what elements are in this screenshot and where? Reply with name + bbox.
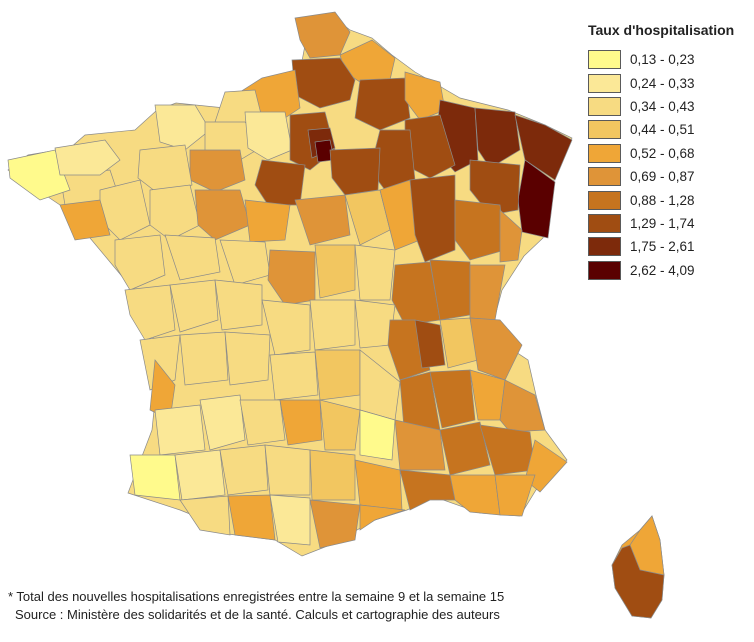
department-region xyxy=(499,379,546,433)
legend-title: Taux d'hospitalisation xyxy=(588,22,735,38)
department-region xyxy=(264,444,311,496)
footnote: * Total des nouvelles hospitalisations e… xyxy=(8,588,504,624)
department-region xyxy=(314,244,356,299)
legend-swatch xyxy=(588,260,621,280)
department-region xyxy=(267,249,316,306)
department-region xyxy=(269,494,311,546)
legend-item: 0,88 - 1,28 xyxy=(588,188,748,211)
legend-range-label: 0,52 - 0,68 xyxy=(630,145,695,161)
legend-item: 0,13 - 0,23 xyxy=(588,48,748,71)
department-region xyxy=(7,149,71,201)
department-region xyxy=(309,499,361,549)
department-region xyxy=(154,404,206,456)
department-region xyxy=(179,331,229,386)
department-region xyxy=(409,174,456,263)
department-region xyxy=(239,399,286,446)
department-region xyxy=(54,139,121,176)
legend-swatch xyxy=(588,213,621,233)
department-region xyxy=(309,299,356,351)
legend-range-label: 1,75 - 2,61 xyxy=(630,239,695,255)
department-region xyxy=(227,494,276,541)
department-region xyxy=(517,159,556,239)
department-region xyxy=(449,474,501,516)
department-region xyxy=(414,319,446,369)
department-region xyxy=(59,199,111,241)
department-region xyxy=(294,11,351,59)
footnote-source: Source : Ministère des solidarités et de… xyxy=(15,607,500,622)
department-region xyxy=(469,159,521,216)
department-region xyxy=(244,111,293,161)
legend-range-label: 0,34 - 0,43 xyxy=(630,98,695,114)
department-region xyxy=(139,334,181,391)
legend-range-label: 0,24 - 0,33 xyxy=(630,75,695,91)
department-region xyxy=(294,194,351,246)
legend-item: 0,69 - 0,87 xyxy=(588,165,748,188)
department-region xyxy=(469,264,506,321)
department-region xyxy=(524,439,568,493)
department-region xyxy=(194,189,251,241)
department-region xyxy=(319,399,361,451)
department-region xyxy=(219,444,269,496)
department-region xyxy=(199,394,246,451)
department-region xyxy=(439,421,491,476)
department-region xyxy=(514,114,573,181)
legend-swatch xyxy=(588,50,621,70)
legend-swatch xyxy=(588,190,621,210)
legend-item: 0,24 - 0,33 xyxy=(588,71,748,94)
department-region xyxy=(314,349,361,401)
department-region xyxy=(261,299,311,356)
legend-item: 0,34 - 0,43 xyxy=(588,95,748,118)
legend-swatch xyxy=(588,167,621,187)
department-region xyxy=(269,351,319,401)
department-region xyxy=(354,244,396,301)
department-region xyxy=(499,209,523,263)
department-region xyxy=(279,399,323,446)
department-region xyxy=(309,449,356,501)
department-region xyxy=(179,495,231,536)
legend-range-label: 1,29 - 1,74 xyxy=(630,215,695,231)
legend-range-label: 0,69 - 0,87 xyxy=(630,169,695,185)
legend: Taux d'hospitalisation 0,13 - 0,23 0,24 -… xyxy=(588,22,748,282)
department-region xyxy=(124,284,176,341)
department-region xyxy=(354,77,411,131)
department-region xyxy=(154,104,211,151)
department-region xyxy=(114,234,166,291)
footnote-definition: * Total des nouvelles hospitalisations e… xyxy=(8,589,505,604)
legend-item: 0,44 - 0,51 xyxy=(588,118,748,141)
legend-item: 1,75 - 2,61 xyxy=(588,235,748,258)
department-region xyxy=(224,331,271,386)
department-region xyxy=(244,199,291,243)
department-region xyxy=(404,71,446,121)
legend-swatch xyxy=(588,120,621,140)
department-region xyxy=(611,544,665,619)
legend-range-label: 2,62 - 4,09 xyxy=(630,262,695,278)
department-region xyxy=(359,409,396,461)
department-region xyxy=(174,449,226,501)
legend-item: 0,52 - 0,68 xyxy=(588,142,748,165)
department-region xyxy=(399,469,456,511)
department-region xyxy=(129,454,181,501)
legend-swatch xyxy=(588,96,621,116)
legend-item: 1,29 - 1,74 xyxy=(588,212,748,235)
department-region xyxy=(164,234,221,281)
legend-range-label: 0,44 - 0,51 xyxy=(630,122,695,138)
legend-item: 2,62 - 4,09 xyxy=(588,259,748,282)
department-region xyxy=(394,419,446,471)
department-region xyxy=(214,279,263,331)
legend-range-label: 0,88 - 1,28 xyxy=(630,192,695,208)
legend-swatch xyxy=(588,237,621,257)
department-region xyxy=(429,369,476,429)
legend-swatch xyxy=(588,143,621,163)
department-region xyxy=(474,107,521,169)
legend-range-label: 0,13 - 0,23 xyxy=(630,52,695,68)
department-region xyxy=(469,317,523,381)
department-region xyxy=(454,199,506,261)
department-region xyxy=(494,474,536,517)
department-region xyxy=(169,279,219,333)
legend-swatch xyxy=(588,73,621,93)
department-region xyxy=(149,184,201,241)
department-region xyxy=(359,504,406,531)
